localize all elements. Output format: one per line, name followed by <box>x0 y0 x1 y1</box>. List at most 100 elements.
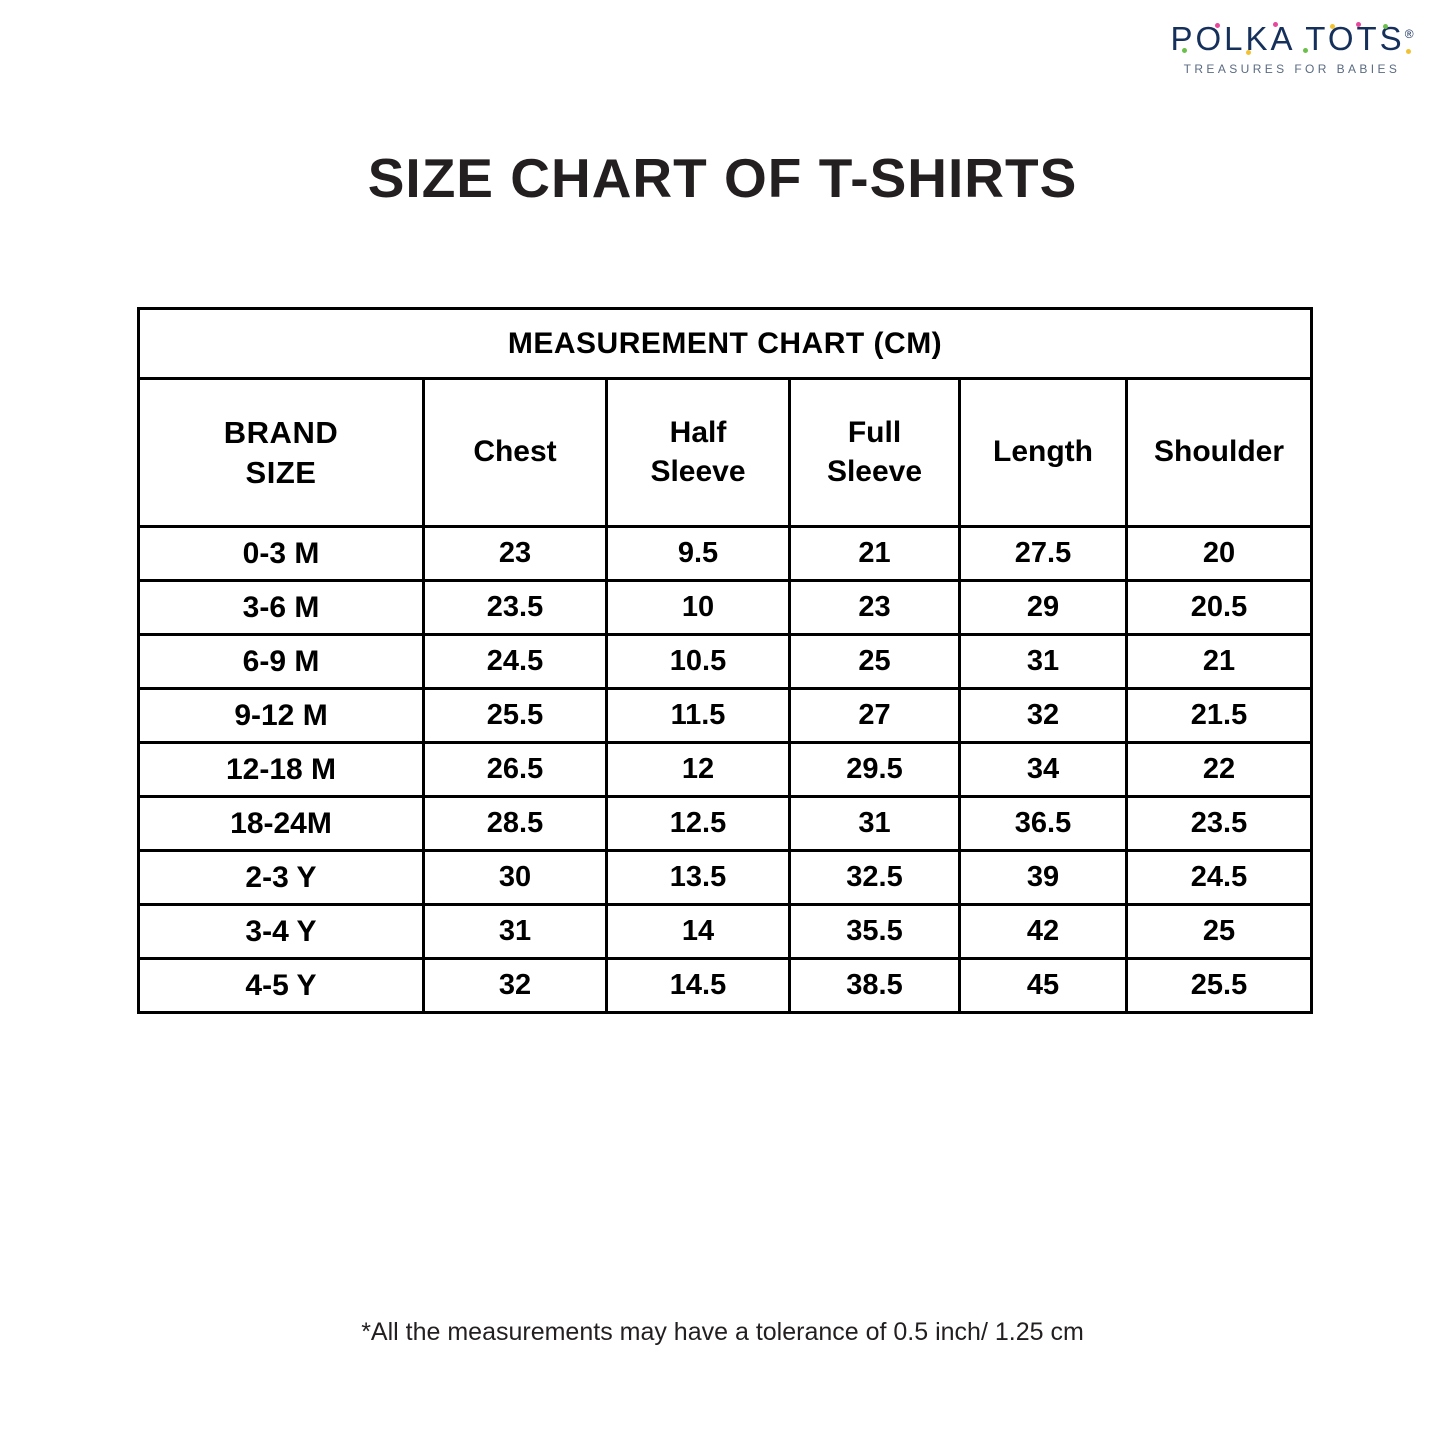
table-header-row: BRAND SIZE Chest Half Sleeve Full Sleeve… <box>137 377 1314 528</box>
cell-half-sleeve: 14 <box>605 903 791 960</box>
table-caption-row: MEASUREMENT CHART (CM) <box>136 307 1314 380</box>
cell-chest: 26.5 <box>422 741 608 798</box>
cell-length: 36.5 <box>958 795 1128 852</box>
cell-length: 32 <box>958 687 1128 744</box>
measurement-chart-container: MEASUREMENT CHART (CM) BRAND SIZE Chest … <box>136 307 1314 1014</box>
column-header-shoulder: Shoulder <box>1124 377 1314 528</box>
cell-half-sleeve: 14.5 <box>605 957 791 1014</box>
page-title: SIZE CHART OF T-SHIRTS <box>367 147 1078 209</box>
cell-full-sleeve: 25 <box>788 633 961 690</box>
column-header-line: Length <box>993 435 1093 469</box>
cell-length: 45 <box>958 957 1128 1014</box>
logo-dot-green-icon <box>1383 24 1389 29</box>
table-row: 2-3 Y 30 13.5 32.5 39 24.5 <box>137 849 1314 906</box>
logo-dot-pink-icon <box>1356 22 1362 27</box>
tolerance-footnote: *All the measurements may have a toleran… <box>361 1318 1084 1346</box>
cell-half-sleeve: 9.5 <box>605 525 791 582</box>
table-row: 6-9 M 24.5 10.5 25 31 21 <box>137 633 1314 690</box>
measurement-chart-table: MEASUREMENT CHART (CM) BRAND SIZE Chest … <box>136 307 1314 1014</box>
column-header-line: SIZE <box>245 454 317 490</box>
cell-half-sleeve: 12.5 <box>605 795 791 852</box>
column-header-line: Sleeve <box>826 454 923 488</box>
cell-shoulder: 23.5 <box>1124 795 1314 852</box>
column-header-line: BRAND <box>223 414 339 450</box>
cell-brand-size: 2-3 Y <box>137 849 425 906</box>
cell-half-sleeve: 13.5 <box>605 849 791 906</box>
logo-dot-pink-icon <box>1273 22 1279 27</box>
cell-brand-size: 18-24M <box>137 795 425 852</box>
cell-chest: 30 <box>422 849 608 906</box>
cell-full-sleeve: 38.5 <box>788 957 961 1014</box>
cell-brand-size: 0-3 M <box>137 525 425 582</box>
cell-brand-size: 3-4 Y <box>137 903 425 960</box>
cell-length: 42 <box>958 903 1128 960</box>
cell-shoulder: 25 <box>1124 903 1314 960</box>
cell-brand-size: 3-6 M <box>137 579 425 636</box>
cell-chest: 23.5 <box>422 579 608 636</box>
table-row: 18-24M 28.5 12.5 31 36.5 23.5 <box>137 795 1314 852</box>
table-row: 3-4 Y 31 14 35.5 42 25 <box>137 903 1314 960</box>
logo-dot-green-icon <box>1182 48 1188 53</box>
cell-chest: 24.5 <box>422 633 608 690</box>
cell-length: 34 <box>958 741 1128 798</box>
column-header-half-sleeve: Half Sleeve <box>605 377 791 528</box>
column-header-line: Shoulder <box>1154 435 1285 469</box>
cell-shoulder: 20 <box>1124 525 1314 582</box>
logo-tagline: TREASURES FOR BABIES <box>1183 62 1401 76</box>
cell-full-sleeve: 32.5 <box>788 849 961 906</box>
cell-length: 39 <box>958 849 1128 906</box>
registered-trademark-icon: ® <box>1404 27 1414 41</box>
cell-shoulder: 21 <box>1124 633 1314 690</box>
column-header-chest: Chest <box>422 377 608 528</box>
cell-chest: 28.5 <box>422 795 608 852</box>
logo-dot-yellow-icon <box>1246 50 1252 55</box>
cell-brand-size: 9-12 M <box>137 687 425 744</box>
column-header-full-sleeve: Full Sleeve <box>788 377 961 528</box>
cell-half-sleeve: 12 <box>605 741 791 798</box>
cell-half-sleeve: 10 <box>605 579 791 636</box>
cell-chest: 31 <box>422 903 608 960</box>
cell-length: 27.5 <box>958 525 1128 582</box>
logo-wordmark: POLKA TOTS® <box>1170 20 1414 57</box>
table-row: 9-12 M 25.5 11.5 27 32 21.5 <box>137 687 1314 744</box>
cell-half-sleeve: 10.5 <box>605 633 791 690</box>
table-row: 12-18 M 26.5 12 29.5 34 22 <box>137 741 1314 798</box>
table-body: 0-3 M 23 9.5 21 27.5 20 3-6 M 23.5 10 23 29 20.5 6… <box>137 525 1314 1014</box>
cell-shoulder: 20.5 <box>1124 579 1314 636</box>
cell-length: 29 <box>958 579 1128 636</box>
column-header-brand-size: BRAND SIZE <box>137 377 425 528</box>
cell-full-sleeve: 27 <box>788 687 961 744</box>
cell-full-sleeve: 29.5 <box>788 741 961 798</box>
logo-dot-green-icon <box>1303 48 1309 53</box>
column-header-line: Chest <box>473 435 557 469</box>
cell-length: 31 <box>958 633 1128 690</box>
cell-full-sleeve: 23 <box>788 579 961 636</box>
cell-brand-size: 12-18 M <box>137 741 425 798</box>
column-header-line: Half <box>669 416 727 450</box>
table-row: 3-6 M 23.5 10 23 29 20.5 <box>137 579 1314 636</box>
column-header-line: Full <box>847 416 902 450</box>
cell-shoulder: 21.5 <box>1124 687 1314 744</box>
logo-dot-yellow-icon <box>1406 49 1412 54</box>
table-row: 4-5 Y 32 14.5 38.5 45 25.5 <box>137 957 1314 1014</box>
logo-wordmark-text: POLKA TOTS <box>1170 20 1405 57</box>
brand-logo: POLKA TOTS® TREASURES FOR BABIES <box>1167 22 1417 76</box>
cell-brand-size: 6-9 M <box>137 633 425 690</box>
table-row: 0-3 M 23 9.5 21 27.5 20 <box>137 525 1314 582</box>
cell-full-sleeve: 21 <box>788 525 961 582</box>
cell-brand-size: 4-5 Y <box>137 957 425 1014</box>
cell-chest: 25.5 <box>422 687 608 744</box>
column-header-length: Length <box>958 377 1128 528</box>
cell-shoulder: 25.5 <box>1124 957 1314 1014</box>
logo-dot-yellow-icon <box>1330 24 1336 29</box>
cell-full-sleeve: 31 <box>788 795 961 852</box>
chart-caption: MEASUREMENT CHART (CM) <box>136 307 1314 380</box>
cell-chest: 23 <box>422 525 608 582</box>
logo-dot-pink-icon <box>1215 23 1221 28</box>
column-header-line: Sleeve <box>650 454 746 488</box>
cell-shoulder: 22 <box>1124 741 1314 798</box>
cell-full-sleeve: 35.5 <box>788 903 961 960</box>
cell-half-sleeve: 11.5 <box>605 687 791 744</box>
cell-shoulder: 24.5 <box>1124 849 1314 906</box>
cell-chest: 32 <box>422 957 608 1014</box>
